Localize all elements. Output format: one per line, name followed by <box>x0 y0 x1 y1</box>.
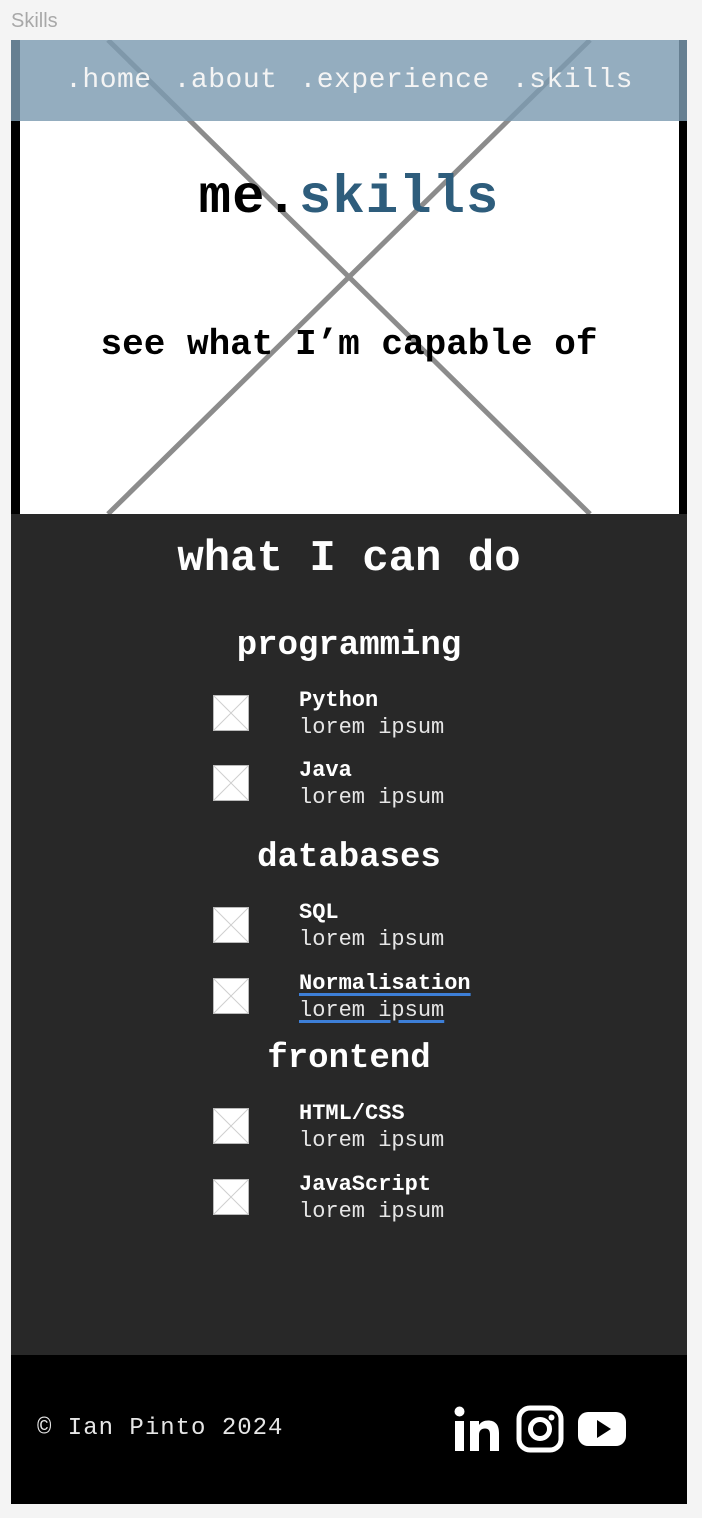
category-title-databases: databases <box>257 839 441 877</box>
skill-name: JavaScript <box>299 1172 432 1197</box>
youtube-icon[interactable] <box>577 1405 627 1453</box>
top-nav: .home .about .experience .skills <box>11 40 687 121</box>
nav-experience-link[interactable]: .experience <box>299 65 490 96</box>
skill-name: HTML/CSS <box>299 1101 405 1126</box>
nav-about-link[interactable]: .about <box>173 65 278 96</box>
footer: © Ian Pinto 2024 <box>11 1355 687 1504</box>
skill-item-sql: SQL lorem ipsum <box>213 900 533 952</box>
hero-section: .home .about .experience .skills me.skil… <box>11 40 687 514</box>
skill-description: lorem ipsum <box>299 1199 445 1224</box>
skill-name: Python <box>299 688 379 713</box>
nav-skills-link[interactable]: .skills <box>511 65 633 96</box>
hero-title: me.skills <box>11 168 687 229</box>
skill-description: lorem ipsum <box>299 927 445 952</box>
skill-image-icon <box>213 1179 249 1215</box>
skill-description: lorem ipsum <box>299 1128 445 1153</box>
skills-page: .home .about .experience .skills me.skil… <box>11 40 687 1504</box>
skill-item-normalisation: Normalisation lorem ipsum <box>213 971 533 1023</box>
skill-image-icon <box>213 695 249 731</box>
skill-name: SQL <box>299 900 339 925</box>
copyright-text: © Ian Pinto 2024 <box>37 1415 284 1442</box>
skill-name: Normalisation <box>299 971 471 996</box>
hero-title-prefix: me. <box>198 168 299 229</box>
category-title-programming: programming <box>236 627 462 665</box>
skill-description: lorem ipsum <box>299 785 445 810</box>
skill-image-icon <box>213 1108 249 1144</box>
skill-item-python: Python lorem ipsum <box>213 688 533 740</box>
skill-image-icon <box>213 907 249 943</box>
hero-subtitle: see what I’m capable of <box>100 324 598 365</box>
instagram-icon[interactable] <box>516 1405 564 1453</box>
skill-image-icon <box>213 978 249 1014</box>
hero-title-accent: skills <box>298 168 500 229</box>
linkedin-icon[interactable] <box>453 1405 501 1453</box>
skill-image-icon <box>213 765 249 801</box>
skills-heading: what I can do <box>177 534 521 584</box>
skill-item-html-css: HTML/CSS lorem ipsum <box>213 1101 533 1153</box>
skill-name: Java <box>299 758 352 783</box>
skill-item-javascript: JavaScript lorem ipsum <box>213 1172 533 1224</box>
frame-label: Skills <box>11 10 58 32</box>
skill-description: lorem ipsum <box>299 998 445 1023</box>
nav-home-link[interactable]: .home <box>65 65 152 96</box>
skill-item-java: Java lorem ipsum <box>213 758 533 810</box>
category-title-frontend: frontend <box>267 1040 431 1078</box>
skill-description: lorem ipsum <box>299 715 445 740</box>
